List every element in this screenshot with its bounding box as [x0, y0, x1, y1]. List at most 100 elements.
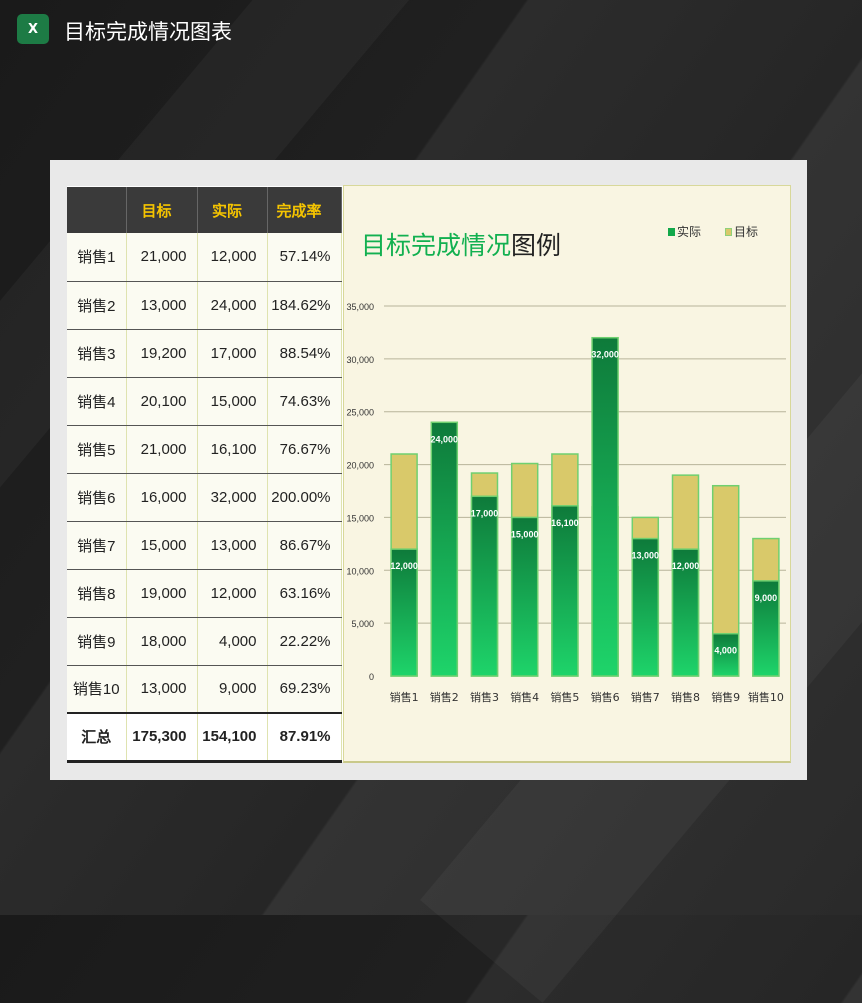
table-cell[interactable]: 76.67% — [267, 425, 342, 474]
legend-swatch — [725, 227, 732, 236]
legend-label: 实际 — [677, 225, 702, 239]
table-cell[interactable]: 销售9 — [67, 617, 127, 666]
table-cell[interactable]: 16,100 — [197, 425, 268, 474]
table-row: 销售10 13,000 9,000 69.23% — [67, 665, 342, 714]
y-tick-label: 30,000 — [346, 355, 374, 365]
table-row: 销售2 13,000 24,000 184.62% — [67, 281, 342, 330]
bar-actual — [711, 632, 740, 677]
table-cell[interactable]: 184.62% — [267, 281, 342, 330]
table-cell[interactable]: 63.16% — [267, 569, 342, 618]
table-row: 销售5 21,000 16,100 76.67% — [67, 425, 342, 474]
bar-actual — [631, 537, 660, 677]
table-cell[interactable]: 销售10 — [67, 665, 127, 714]
bar-actual — [551, 505, 579, 677]
column-header: 目标 — [126, 187, 198, 233]
table-cell[interactable]: 24,000 — [197, 281, 268, 330]
x-tick-label: 销售3 — [470, 690, 499, 704]
table-cell[interactable]: 12,000 — [197, 233, 268, 282]
x-tick-label: 销售5 — [550, 690, 579, 704]
y-tick-label: 10,000 — [346, 566, 374, 576]
x-tick-label: 销售4 — [510, 690, 539, 704]
table-cell[interactable]: 17,000 — [197, 329, 268, 378]
table-cell[interactable]: 88.54% — [267, 329, 342, 378]
table-cell[interactable]: 销售4 — [67, 377, 127, 426]
y-tick-label: 35,000 — [346, 302, 374, 312]
chart-plot: 0 5,000 10,000 15,000 20,000 25,000 30,000 35,0… — [346, 302, 786, 704]
table-cell[interactable]: 19,000 — [126, 569, 198, 618]
chart-title-green: 目标完成情况 — [361, 231, 512, 260]
table-cell[interactable]: 销售1 — [67, 233, 127, 282]
total-cell[interactable]: 87.91% — [267, 712, 342, 763]
legend-label: 目标 — [734, 225, 759, 239]
total-cell[interactable]: 154,100 — [197, 712, 268, 763]
data-table: 目标 实际 完成率 销售1 21,000 12,000 57.14% 销售2 13,000 24… — [67, 187, 342, 763]
x-tick-label: 销售7 — [631, 690, 660, 704]
data-label: 15,000 — [511, 529, 539, 539]
table-cell[interactable]: 销售2 — [67, 281, 127, 330]
chart: 目标完成情况图例 实际 目标 0 5,000 10,000 15,000 20,000 2… — [343, 185, 791, 763]
data-label: 4,000 — [714, 646, 737, 656]
table-cell[interactable]: 18,000 — [126, 617, 198, 666]
table-cell[interactable]: 15,000 — [126, 521, 198, 570]
x-tick-label: 销售8 — [671, 690, 700, 704]
table-row: 销售8 19,000 12,000 63.16% — [67, 569, 342, 618]
table-cell[interactable]: 9,000 — [197, 665, 268, 714]
table-cell[interactable]: 12,000 — [197, 569, 268, 618]
chart-title-dark: 图例 — [511, 231, 562, 260]
table-cell[interactable]: 销售6 — [67, 473, 127, 522]
y-tick-label: 5,000 — [351, 619, 374, 629]
table-cell[interactable]: 15,000 — [197, 377, 268, 426]
bar-actual — [671, 548, 700, 677]
x-tick-label: 销售1 — [390, 690, 419, 704]
chart-title: 目标完成情况图例 — [361, 226, 561, 262]
table-row: 销售3 19,200 17,000 88.54% — [67, 329, 342, 378]
y-tick-label: 25,000 — [346, 408, 374, 418]
table-row: 销售1 21,000 12,000 57.14% — [67, 233, 342, 282]
y-tick-label: 20,000 — [346, 461, 374, 471]
excel-icon: X — [17, 14, 49, 44]
table-row: 销售4 20,100 15,000 74.63% — [67, 377, 342, 426]
table-cell[interactable]: 13,000 — [126, 665, 198, 714]
table-cell[interactable]: 57.14% — [267, 233, 342, 282]
x-tick-label: 销售2 — [430, 690, 459, 704]
x-tick-label: 销售6 — [591, 690, 620, 704]
table-cell[interactable]: 86.67% — [267, 521, 342, 570]
total-cell[interactable]: 汇总 — [67, 712, 127, 763]
table-cell[interactable]: 销售7 — [67, 521, 127, 570]
column-header: 完成率 — [267, 187, 342, 233]
table-cell[interactable]: 32,000 — [197, 473, 268, 522]
table-cell[interactable]: 13,000 — [126, 281, 198, 330]
table-cell[interactable]: 销售8 — [67, 569, 127, 618]
data-label: 9,000 — [755, 593, 778, 603]
table-cell[interactable]: 21,000 — [126, 233, 198, 282]
table-cell[interactable]: 13,000 — [197, 521, 268, 570]
table-cell[interactable]: 200.00% — [267, 473, 342, 522]
x-tick-label: 销售9 — [711, 690, 740, 704]
table-cell[interactable]: 74.63% — [267, 377, 342, 426]
y-tick-label: 0 — [369, 672, 374, 682]
data-label: 17,000 — [471, 508, 499, 518]
table-cell[interactable]: 销售5 — [67, 425, 127, 474]
bar-actual — [510, 516, 539, 677]
x-tick-label: 销售10 — [748, 690, 784, 704]
bar-actual — [470, 495, 499, 677]
table-cell[interactable]: 19,200 — [126, 329, 198, 378]
table-cell[interactable]: 销售3 — [67, 329, 127, 378]
data-label: 13,000 — [632, 551, 660, 561]
table-cell[interactable]: 4,000 — [197, 617, 268, 666]
column-header — [67, 187, 127, 233]
column-header: 实际 — [197, 187, 268, 233]
table-cell[interactable]: 21,000 — [126, 425, 198, 474]
table-cell[interactable]: 69.23% — [267, 665, 342, 714]
table-row: 销售7 15,000 13,000 86.67% — [67, 521, 342, 570]
table-cell[interactable]: 22.22% — [267, 617, 342, 666]
bar-actual — [752, 580, 780, 677]
table-cell[interactable]: 16,000 — [126, 473, 198, 522]
total-cell[interactable]: 175,300 — [126, 712, 198, 763]
table-row: 销售6 16,000 32,000 200.00% — [67, 473, 342, 522]
data-label: 32,000 — [591, 350, 619, 360]
bar-actual — [591, 336, 619, 677]
table-row: 销售9 18,000 4,000 22.22% — [67, 617, 342, 666]
data-label: 16,100 — [551, 518, 579, 528]
table-cell[interactable]: 20,100 — [126, 377, 198, 426]
